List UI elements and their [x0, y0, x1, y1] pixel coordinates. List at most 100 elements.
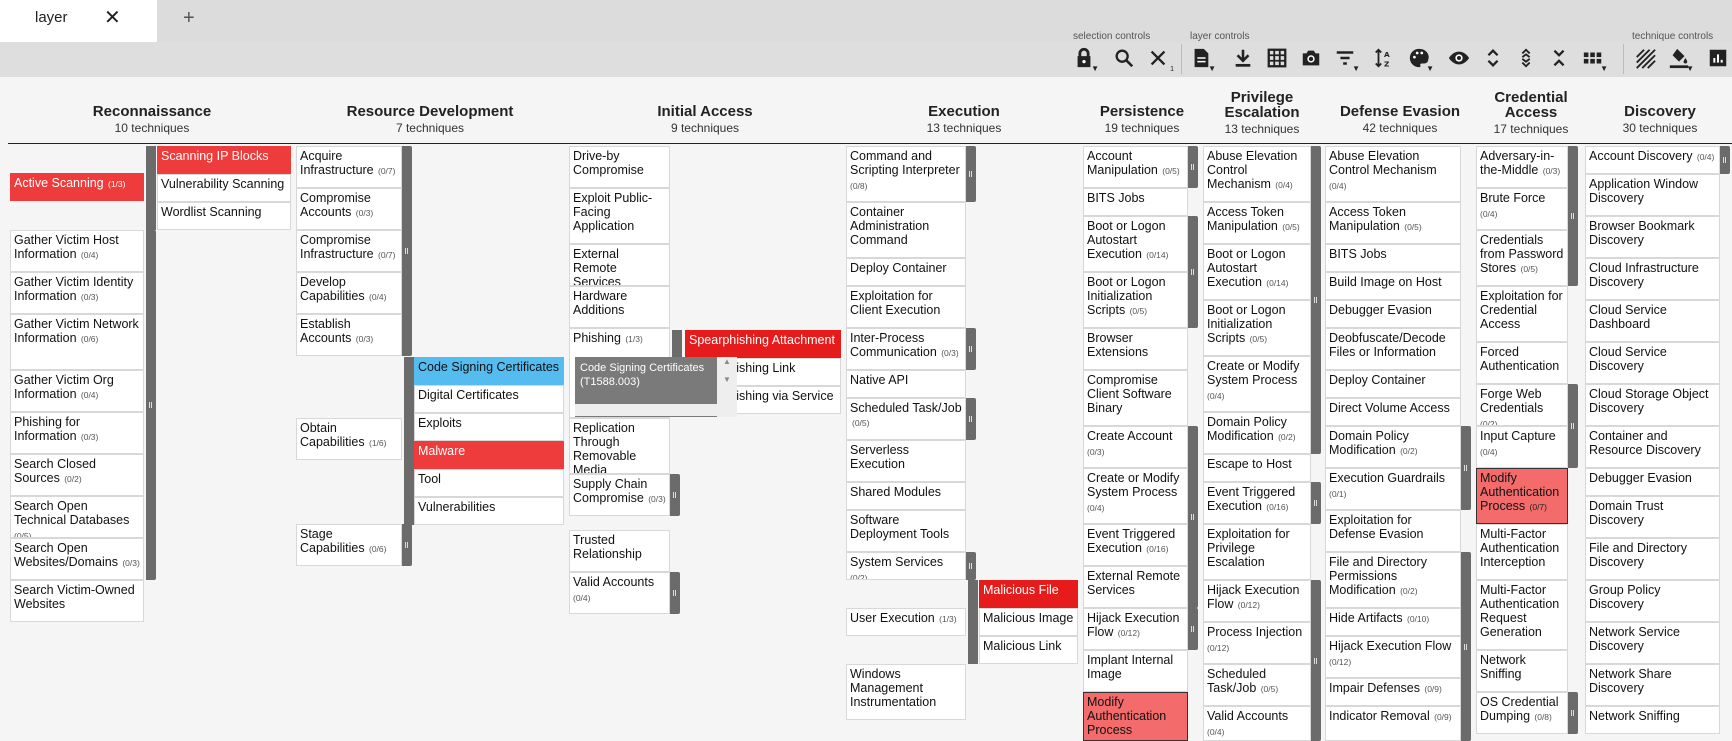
- subtechnique-toggle[interactable]: [1188, 216, 1198, 328]
- technique-cell[interactable]: Search Open Technical Databases (0/5): [10, 496, 144, 538]
- technique-cell[interactable]: External Remote Services: [569, 244, 670, 286]
- technique-cell[interactable]: Execution Guardrails (0/1): [1325, 468, 1461, 510]
- technique-cell[interactable]: Exploits: [414, 413, 564, 441]
- technique-cell[interactable]: Hijack Execution Flow (0/12): [1203, 580, 1311, 622]
- subtechnique-toggle[interactable]: [966, 552, 976, 580]
- subtechnique-toggle[interactable]: [1461, 552, 1471, 741]
- technique-cell[interactable]: Network Sniffing: [1585, 706, 1720, 734]
- technique-cell[interactable]: Process Injection (0/12): [1203, 622, 1311, 664]
- technique-cell[interactable]: Malicious File: [979, 580, 1078, 608]
- subtechnique-toggle[interactable]: [1311, 580, 1321, 741]
- tactic-initial-access[interactable]: Initial Access 9 techniques: [657, 103, 753, 135]
- technique-cell[interactable]: Scheduled Task/Job (0/5): [846, 398, 966, 440]
- technique-cell[interactable]: Inter-Process Communication (0/3): [846, 328, 966, 370]
- subtechnique-toggle[interactable]: [670, 572, 680, 614]
- technique-cell[interactable]: Hijack Execution Flow (0/12): [1325, 636, 1461, 678]
- technique-cell[interactable]: Access Token Manipulation (0/5): [1325, 202, 1461, 244]
- technique-cell[interactable]: File and Directory Permissions Modificat…: [1325, 552, 1461, 608]
- technique-cell[interactable]: Shared Modules: [846, 482, 966, 510]
- subtechnique-toggle[interactable]: [402, 146, 412, 356]
- subtechnique-toggle[interactable]: [1568, 146, 1578, 286]
- technique-cell[interactable]: Software Deployment Tools: [846, 510, 966, 552]
- technique-cell[interactable]: Exploitation for Privilege Escalation: [1203, 524, 1311, 580]
- subtechnique-toggle[interactable]: [1568, 384, 1578, 468]
- layout-icon[interactable]: ▼: [1580, 45, 1608, 73]
- technique-cell[interactable]: Command and Scripting Interpreter (0/8): [846, 146, 966, 202]
- technique-cell[interactable]: Debugger Evasion: [1585, 468, 1720, 496]
- technique-cell[interactable]: Modify Authentication Process (0/7): [1476, 468, 1568, 524]
- expand-all-icon[interactable]: [1513, 45, 1539, 71]
- tactic-execution[interactable]: Execution 13 techniques: [926, 103, 1002, 135]
- tab-layer[interactable]: layer ✕: [0, 0, 157, 42]
- filter-icon[interactable]: ▼: [1332, 45, 1360, 73]
- technique-cell[interactable]: Abuse Elevation Control Mechanism (0/4): [1203, 146, 1311, 202]
- technique-cell[interactable]: Drive-by Compromise: [569, 146, 670, 188]
- technique-cell[interactable]: Deploy Container: [1325, 370, 1461, 398]
- subtechnique-toggle[interactable]: [1188, 146, 1198, 188]
- tooltip-vertical-scrollbar[interactable]: ▲ ▼: [717, 357, 737, 417]
- technique-cell[interactable]: Exploitation for Client Execution: [846, 286, 966, 328]
- subtechnique-toggle[interactable]: [966, 146, 976, 202]
- technique-cell[interactable]: Network Service Discovery: [1585, 622, 1720, 664]
- technique-cell[interactable]: Malicious Image: [979, 608, 1078, 636]
- technique-cell[interactable]: Implant Internal Image: [1083, 650, 1188, 692]
- technique-cell[interactable]: Browser Bookmark Discovery: [1585, 216, 1720, 258]
- technique-cell[interactable]: Vulnerability Scanning: [157, 174, 291, 202]
- technique-cell[interactable]: Replication Through Removable Media: [569, 418, 670, 474]
- technique-cell[interactable]: Spearphishing Attachment: [685, 330, 841, 358]
- subtechnique-toggle[interactable]: [1568, 692, 1578, 734]
- technique-cell[interactable]: Direct Volume Access: [1325, 398, 1461, 426]
- eye-icon[interactable]: [1446, 45, 1472, 71]
- technique-cell[interactable]: Exploitation for Credential Access: [1476, 286, 1568, 342]
- technique-cell[interactable]: Exploitation for Defense Evasion: [1325, 510, 1461, 552]
- technique-cell[interactable]: Brute Force (0/4): [1476, 188, 1568, 230]
- tactic-reconnaissance[interactable]: Reconnaissance 10 techniques: [92, 103, 212, 135]
- technique-cell[interactable]: Impair Defenses (0/9): [1325, 678, 1461, 706]
- technique-cell[interactable]: Build Image on Host: [1325, 272, 1461, 300]
- technique-cell[interactable]: Search Open Websites/Domains (0/3): [10, 538, 144, 580]
- technique-cell[interactable]: Container Administration Command: [846, 202, 966, 258]
- tactic-discovery[interactable]: Discovery 30 techniques: [1622, 103, 1698, 135]
- technique-cell[interactable]: Develop Capabilities (0/4): [296, 272, 402, 314]
- download-icon[interactable]: [1230, 45, 1256, 71]
- technique-cell[interactable]: Cloud Infrastructure Discovery: [1585, 258, 1720, 300]
- subtechnique-toggle[interactable]: [1188, 426, 1198, 608]
- technique-cell[interactable]: External Remote Services: [1083, 566, 1188, 608]
- subtechnique-toggle[interactable]: [966, 398, 976, 440]
- technique-cell[interactable]: Group Policy Discovery: [1585, 580, 1720, 622]
- technique-cell[interactable]: Create or Modify System Process (0/4): [1083, 468, 1188, 524]
- technique-cell[interactable]: Acquire Infrastructure (0/7): [296, 146, 402, 188]
- expand-icon[interactable]: [1480, 45, 1506, 71]
- camera-icon[interactable]: [1298, 45, 1324, 71]
- technique-cell[interactable]: Gather Victim Identity Information (0/3): [10, 272, 144, 314]
- technique-cell[interactable]: Malware: [414, 441, 564, 469]
- technique-cell[interactable]: Boot or Logon Initialization Scripts (0/…: [1083, 272, 1188, 328]
- technique-cell[interactable]: Credentials from Password Stores (0/5): [1476, 230, 1568, 286]
- technique-cell[interactable]: Modify Authentication Process: [1083, 692, 1188, 741]
- tooltip-horizontal-scrollbar[interactable]: [575, 404, 717, 416]
- lock-icon[interactable]: ▼: [1071, 45, 1099, 73]
- technique-cell[interactable]: Create Account (0/3): [1083, 426, 1188, 468]
- technique-cell[interactable]: Hide Artifacts (0/10): [1325, 608, 1461, 636]
- technique-cell[interactable]: Trusted Relationship: [569, 530, 670, 572]
- color-palette-icon[interactable]: ▼: [1406, 45, 1434, 73]
- tactic-persistence[interactable]: Persistence 19 techniques: [1099, 103, 1185, 135]
- technique-cell[interactable]: Search Closed Sources (0/2): [10, 454, 144, 496]
- tactic-credential-access[interactable]: Credential Access 17 techniques: [1493, 89, 1569, 136]
- technique-cell[interactable]: Boot or Logon Autostart Execution (0/14): [1083, 216, 1188, 272]
- subtechnique-toggle[interactable]: [1461, 426, 1471, 510]
- technique-cell[interactable]: Scheduled Task/Job (0/5): [1203, 664, 1311, 706]
- technique-cell[interactable]: Boot or Logon Autostart Execution (0/14): [1203, 244, 1311, 300]
- technique-cell[interactable]: Windows Management Instrumentation: [846, 664, 966, 720]
- technique-cell[interactable]: Forced Authentication: [1476, 342, 1568, 384]
- technique-cell[interactable]: Vulnerabilities: [414, 497, 564, 525]
- technique-cell[interactable]: Deploy Container: [846, 258, 966, 286]
- technique-cell[interactable]: Obtain Capabilities (1/6): [296, 418, 402, 460]
- technique-cell[interactable]: Deobfuscate/Decode Files or Information: [1325, 328, 1461, 370]
- subtechnique-toggle[interactable]: [402, 524, 412, 566]
- fill-color-icon[interactable]: ▼: [1666, 45, 1694, 73]
- technique-cell[interactable]: Multi-Factor Authentication Interception: [1476, 524, 1568, 580]
- technique-cell[interactable]: Gather Victim Network Information (0/6): [10, 314, 144, 370]
- technique-cell[interactable]: User Execution (1/3): [846, 608, 966, 636]
- technique-cell[interactable]: Event Triggered Execution (0/16): [1083, 524, 1188, 566]
